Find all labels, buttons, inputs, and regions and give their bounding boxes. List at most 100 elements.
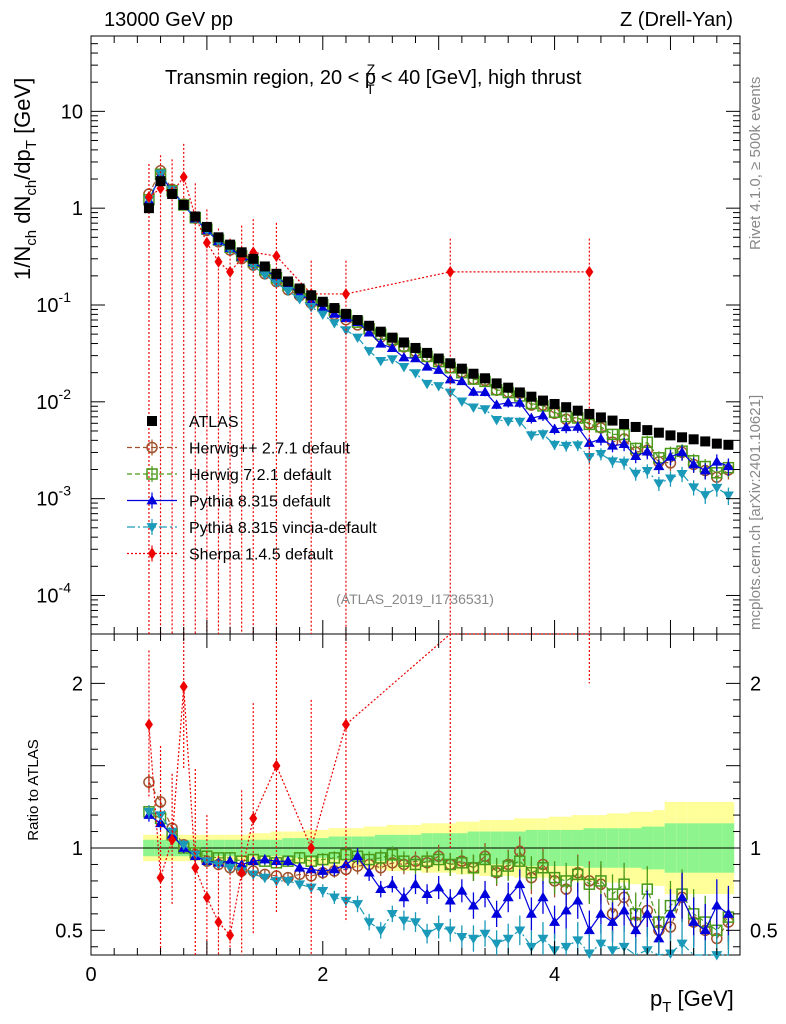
ratio-point: [421, 855, 433, 867]
atlas-point: [329, 303, 340, 314]
ratio-point: [398, 855, 410, 867]
legend-label: Pythia 8.315 default: [189, 494, 331, 511]
main-point: [282, 286, 294, 297]
main-point: [607, 440, 619, 450]
x-axis-label: pT [GeV]: [650, 986, 734, 1016]
atlas-point: [236, 247, 247, 258]
y-tick-exponent: -1: [59, 289, 72, 305]
x-tick-label: 2: [317, 964, 328, 986]
atlas-point: [271, 268, 282, 279]
ratio-point: [479, 853, 491, 866]
y-tick-label-main: 10-3: [36, 483, 71, 511]
atlas-point: [398, 337, 409, 348]
ratio-point: [514, 855, 526, 867]
legend-entry-herwigpp: Herwig++ 2.7.1 default: [127, 439, 351, 458]
ratio-point: [618, 942, 630, 953]
main-line-herwigpp: [148, 169, 729, 478]
main-point: [722, 460, 734, 471]
ratio-point: [340, 896, 352, 907]
main-point: [386, 355, 398, 365]
atlas-point: [688, 434, 699, 445]
ratio-point: [560, 905, 572, 915]
atlas-point: [167, 189, 178, 200]
ratio-point: [143, 807, 155, 818]
legend-label: ATLAS: [189, 414, 239, 431]
ratio-line-vincia: [148, 811, 729, 956]
axes: 10-4 10-3 10-2 10-1 1 10 0.5 0.5 1 1 2 2 0 2 4: [36, 35, 778, 986]
ratio-point: [270, 877, 282, 887]
legend-entry-atlas: ATLAS: [147, 414, 239, 431]
atlas-point: [410, 342, 421, 353]
title-sub: T: [366, 81, 375, 97]
atlas-point: [572, 405, 583, 416]
atlas-point: [317, 296, 328, 307]
y-tick-label-ratio: 2: [72, 673, 83, 695]
legend-marker: [146, 523, 158, 533]
ratio-point: [214, 916, 223, 929]
ratio-line-sherpa: [148, 633, 590, 937]
main-point: [341, 287, 350, 300]
main-point: [514, 417, 526, 428]
atlas-point: [595, 412, 606, 423]
ratio-point: [317, 886, 329, 897]
header-right: Z (Drell-Yan): [620, 9, 733, 31]
main-point: [595, 450, 607, 460]
y-tick-exponent: -2: [59, 386, 72, 402]
ratio-series-sherpa: [144, 633, 590, 955]
ratio-point: [410, 918, 421, 928]
atlas-point: [491, 378, 502, 389]
ratio-plot: [91, 633, 740, 961]
y-tick-exponent: -3: [59, 483, 72, 499]
main-point: [560, 441, 572, 452]
ratio-point: [467, 862, 480, 874]
legend-label: Herwig++ 2.7.1 default: [189, 441, 351, 458]
main-point: [560, 421, 572, 432]
ratio-point: [179, 680, 188, 693]
main-point: [537, 430, 549, 440]
ratio-point: [456, 857, 468, 869]
atlas-point: [700, 436, 711, 447]
ratio-point: [444, 926, 456, 936]
main-point: [179, 170, 188, 183]
main-point: [467, 403, 479, 413]
ratio-point: [444, 858, 457, 871]
atlas-point: [201, 221, 212, 232]
ratio-point: [259, 873, 271, 884]
ratio-series-vincia: [143, 805, 730, 961]
ratio-point: [189, 850, 201, 861]
atlas-point: [306, 290, 317, 301]
main-point: [688, 483, 700, 493]
main-point: [676, 469, 688, 480]
main-point: [247, 262, 259, 272]
atlas-point: [653, 427, 664, 438]
main-series-sherpa: [144, 143, 594, 634]
atlas-point: [526, 391, 537, 402]
y-tick-label-main: 1: [72, 198, 83, 220]
atlas-point: [225, 239, 236, 250]
legend: ATLAS Herwig++ 2.7.1 default Herwig 7.2.1 …: [127, 414, 377, 564]
ratio-point: [270, 855, 282, 866]
y-tick-label-main: 10: [61, 101, 83, 123]
y-tick-label-ratio-right: 0.5: [750, 920, 778, 942]
main-point: [583, 453, 595, 463]
ratio-point: [409, 858, 422, 871]
y-tick-label-ratio-right: 2: [750, 673, 761, 695]
atlas-point: [213, 232, 224, 243]
main-point: [585, 265, 594, 278]
atlas-point: [340, 308, 351, 319]
ratio-point: [259, 854, 271, 864]
main-point: [664, 474, 676, 484]
main-point: [479, 405, 491, 415]
atlas-point: [248, 253, 259, 264]
atlas-point: [456, 363, 467, 374]
main-point: [502, 417, 514, 427]
atlas-point: [422, 347, 433, 358]
atlas-point: [665, 430, 676, 441]
legend-marker: [146, 495, 158, 505]
main-point: [340, 326, 352, 336]
main-point: [375, 356, 387, 367]
title-part2: < 40 [GeV], high thrust: [375, 67, 582, 89]
ratio-point: [606, 888, 619, 900]
main-point: [363, 347, 375, 357]
ratio-point: [491, 939, 503, 949]
